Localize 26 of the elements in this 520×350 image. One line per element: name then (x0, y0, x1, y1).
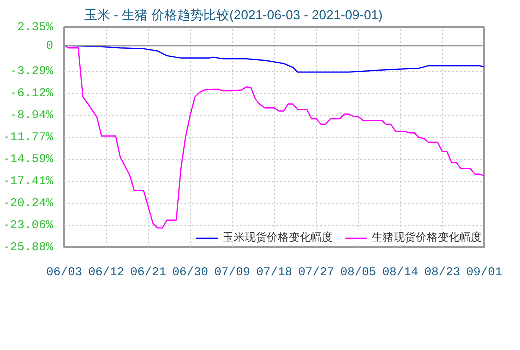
x-tick-label: 06/12 (88, 266, 125, 280)
y-tick-label: -6.12% (10, 86, 54, 101)
y-tick-label: -8.94% (10, 108, 54, 122)
y-tick-label: 0 (46, 38, 54, 53)
y-tick-label: -20.24% (3, 196, 54, 211)
y-tick-label: -23.06% (3, 218, 54, 233)
legend-label: 生猪现货价格变化幅度 (372, 230, 482, 245)
line-series (64, 45, 484, 229)
x-tick-label: 07/18 (256, 266, 293, 280)
y-tick-label: -11.77% (3, 130, 54, 145)
x-tick-label: 07/09 (214, 266, 251, 280)
x-tick-label: 06/21 (130, 266, 167, 280)
y-tick-label: 2.35% (17, 20, 54, 34)
y-tick-label: -17.41% (3, 174, 54, 188)
x-tick-label: 08/23 (424, 266, 461, 280)
x-tick-label: 07/27 (298, 266, 335, 280)
legend-label: 玉米现货价格变化幅度 (223, 230, 333, 245)
x-tick-label: 08/05 (340, 266, 377, 280)
x-tick-label: 06/30 (172, 266, 209, 280)
y-tick-label: -25.88% (3, 240, 54, 254)
x-tick-label: 09/01 (466, 266, 503, 280)
y-tick-label: -14.59% (3, 152, 54, 167)
x-tick-label: 08/14 (382, 266, 419, 280)
x-tick-label: 06/03 (46, 266, 83, 280)
chart-title: 玉米 - 生猪 价格趋势比较(2021-06-03 - 2021-09-01) (84, 8, 383, 22)
y-tick-label: -3.29% (10, 64, 54, 78)
